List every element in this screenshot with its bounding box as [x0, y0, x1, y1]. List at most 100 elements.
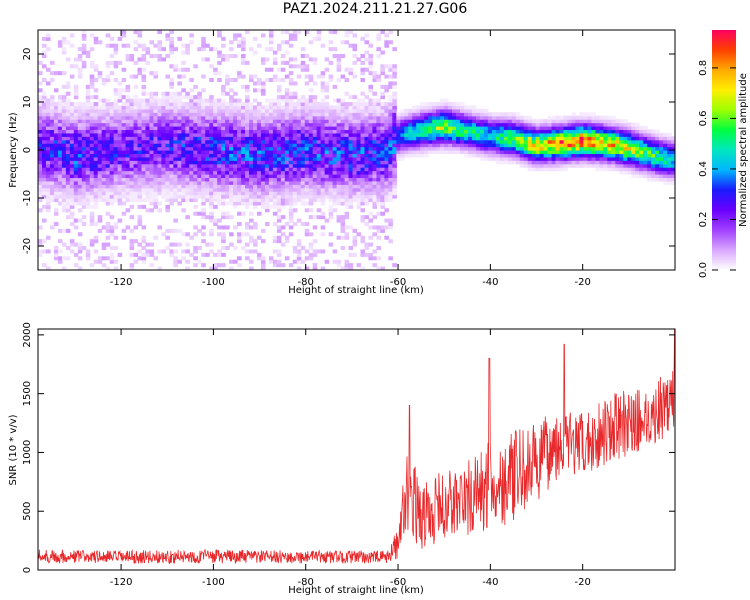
- spectrogram-cell: [85, 126, 91, 131]
- spectrogram-cell: [336, 170, 342, 175]
- spectrogram-cell: [567, 136, 573, 141]
- spectrogram-cell: [495, 153, 501, 158]
- spectrogram-cell: [137, 122, 143, 127]
- spectrogram-cell: [284, 156, 290, 161]
- spectrogram-cell: [292, 108, 298, 113]
- spectrogram-cell: [85, 252, 91, 257]
- spectrogram-cell: [380, 194, 385, 199]
- spectrogram-cell: [643, 146, 648, 151]
- spectrogram-cell: [217, 153, 222, 158]
- spectrogram-cell: [519, 132, 525, 137]
- spectrogram-cell: [292, 191, 298, 196]
- spectrogram-cell: [312, 163, 318, 168]
- spectrogram-cell: [157, 129, 163, 134]
- spectrogram-cell: [69, 163, 75, 168]
- spectrogram-cell: [89, 218, 95, 223]
- spectrogram-cell: [304, 122, 310, 127]
- spectrogram-cell: [380, 184, 385, 189]
- spectrogram-cell: [388, 153, 393, 158]
- spectrogram-cell: [304, 74, 310, 79]
- spectrogram-cell: [161, 122, 166, 127]
- spectrogram-cell: [392, 74, 397, 79]
- spectrogram-cell: [141, 132, 147, 137]
- spectrogram-cell: [567, 129, 573, 134]
- spectrogram-cell: [491, 139, 497, 144]
- spectrogram-cell: [284, 201, 290, 206]
- spectrogram-cell: [559, 156, 565, 161]
- spectrogram-cell: [237, 40, 242, 45]
- spectrogram-cell: [252, 201, 258, 206]
- spectrogram-cell: [627, 163, 632, 168]
- spectrogram-cell: [276, 84, 282, 89]
- spectrogram-cell: [65, 153, 71, 158]
- spectrogram-cell: [165, 177, 170, 182]
- spectrogram-cell: [141, 246, 147, 251]
- spectrogram-cell: [619, 163, 624, 168]
- spectrogram-cell: [109, 170, 115, 175]
- spectrogram-cell: [133, 252, 139, 257]
- spectrogram-cell: [105, 153, 111, 158]
- spectrogram-cell: [169, 187, 174, 192]
- spectrogram-cell: [272, 191, 278, 196]
- spectrogram-cell: [77, 177, 83, 182]
- spectrogram-cell: [185, 139, 190, 144]
- spectrogram-cell: [153, 74, 159, 79]
- spectrogram-cell: [264, 170, 270, 175]
- spectrogram-cell: [256, 156, 262, 161]
- spectrogram-cell: [38, 187, 43, 192]
- spectrogram-cell: [368, 43, 374, 48]
- spectrogram-cell: [149, 249, 155, 254]
- spectrogram-cell: [101, 174, 107, 179]
- spectrogram-cell: [141, 98, 147, 103]
- spectrogram-cell: [145, 139, 151, 144]
- spectrogram-cell: [304, 177, 310, 182]
- spectrogram-cell: [225, 163, 230, 168]
- spectrogram-cell: [153, 198, 159, 203]
- spectrogram-cell: [308, 143, 314, 148]
- spectrogram-cell: [109, 252, 115, 257]
- spectrogram-cell: [328, 187, 334, 192]
- spectrogram-cell: [49, 78, 55, 83]
- spectrogram-cell: [260, 91, 266, 96]
- spectrogram-cell: [189, 102, 194, 107]
- spectrogram-cell: [225, 139, 230, 144]
- spectrogram-cell: [639, 143, 644, 148]
- spectrogram-cell: [340, 105, 346, 110]
- spectrogram-cell: [332, 54, 338, 59]
- spectrogram-cell: [292, 259, 298, 264]
- spectrogram-cell: [448, 150, 453, 155]
- spectrogram-cell: [117, 139, 123, 144]
- spectrogram-cell: [181, 208, 186, 213]
- spectrogram-cell: [312, 160, 318, 165]
- spectrogram-cell: [221, 153, 226, 158]
- spectrogram-cell: [41, 143, 47, 148]
- spectrogram-cell: [89, 160, 95, 165]
- spectrogram-cell: [384, 174, 389, 179]
- spectrogram-cell: [209, 132, 214, 137]
- spectrogram-cell: [408, 139, 413, 144]
- spectrogram-cell: [659, 156, 664, 161]
- spectrogram-cell: [81, 194, 87, 199]
- spectrogram-cell: [93, 136, 99, 141]
- spectrogram-cell: [631, 174, 636, 179]
- spectrogram-cell: [225, 156, 230, 161]
- spectrogram-cell: [81, 153, 87, 158]
- spectrogram-cell: [651, 156, 656, 161]
- spectrogram-cell: [121, 112, 127, 117]
- spectrogram-cell: [185, 132, 190, 137]
- spectrogram-cell: [173, 47, 178, 52]
- spectrogram-cell: [69, 126, 75, 131]
- spectrogram-cell: [145, 122, 151, 127]
- spectrogram-cell: [189, 122, 194, 127]
- spectrogram-cell: [61, 36, 67, 41]
- spectrogram-cell: [348, 201, 354, 206]
- spectrogram-cell: [121, 143, 127, 148]
- spectrogram-cell: [388, 187, 393, 192]
- spectrogram-cell: [89, 112, 95, 117]
- spectrogram-cell: [388, 119, 393, 124]
- spectrogram-cell: [308, 163, 314, 168]
- colorbar-tick-label: 0.2: [698, 212, 709, 228]
- spectrogram-cell: [284, 30, 290, 35]
- spectrogram-cell: [380, 84, 385, 89]
- spectrogram-cell: [515, 126, 521, 131]
